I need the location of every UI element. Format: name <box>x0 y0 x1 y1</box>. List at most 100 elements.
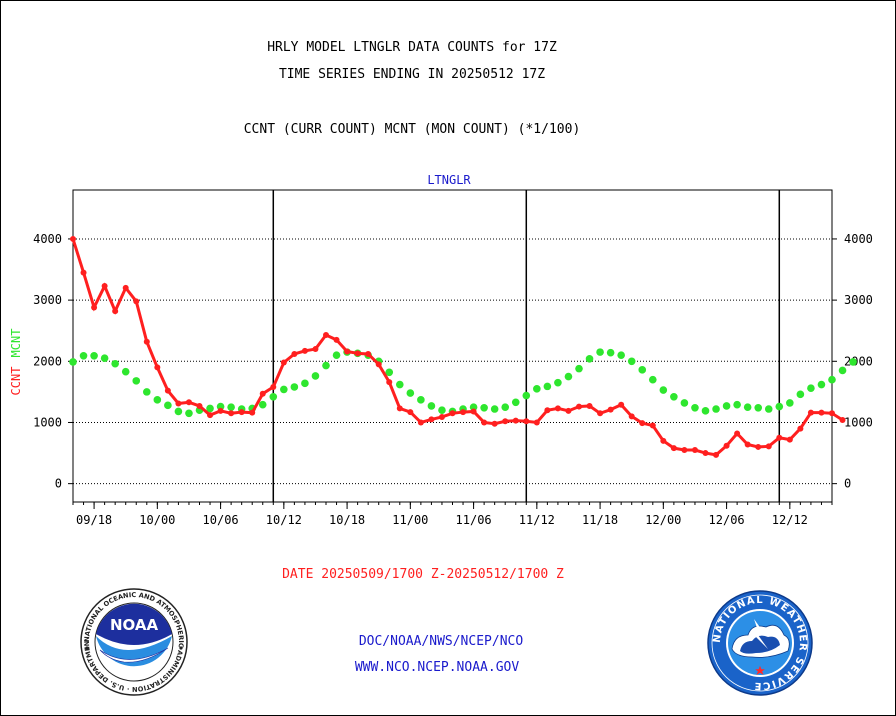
point-mcnt <box>132 377 141 385</box>
point-mcnt <box>617 351 625 359</box>
point-mcnt <box>659 386 668 394</box>
point-ccnt <box>565 407 572 414</box>
point-mcnt <box>838 366 847 375</box>
point-mcnt <box>280 385 288 394</box>
y-axis-label-mcnt: MCNT <box>9 329 23 358</box>
point-ccnt <box>249 409 256 416</box>
point-mcnt <box>807 384 815 393</box>
point-mcnt <box>69 358 77 366</box>
point-ccnt <box>554 405 561 412</box>
x-tick-labels: 09/18 10/00 10/06 10/12 10/18 11/00 11/06 11/12… <box>72 502 833 527</box>
point-mcnt <box>648 375 657 384</box>
point-mcnt <box>290 383 299 391</box>
point-ccnt <box>618 401 625 408</box>
point-ccnt <box>628 413 635 420</box>
series-mcnt <box>69 348 857 418</box>
point-ccnt <box>818 409 825 416</box>
chart-title-line2: TIME SERIES ENDING IN 20250512 17Z <box>279 67 545 82</box>
point-mcnt <box>543 382 552 391</box>
x-tick-label: 12/00 <box>645 513 681 527</box>
point-mcnt <box>216 402 225 411</box>
point-ccnt <box>122 284 129 291</box>
point-mcnt <box>849 358 857 366</box>
point-ccnt <box>91 304 98 311</box>
point-ccnt <box>354 350 361 357</box>
point-ccnt <box>312 346 319 353</box>
point-ccnt <box>291 350 298 357</box>
point-mcnt <box>142 388 151 396</box>
point-ccnt <box>491 420 498 427</box>
point-mcnt <box>680 399 689 407</box>
point-ccnt <box>112 308 119 315</box>
point-ccnt <box>217 407 224 414</box>
point-mcnt <box>585 355 594 363</box>
point-mcnt <box>691 403 699 412</box>
point-mcnt <box>722 402 731 410</box>
point-mcnt <box>227 403 235 411</box>
point-ccnt <box>607 406 614 413</box>
point-ccnt <box>649 422 656 429</box>
point-ccnt <box>797 425 804 432</box>
point-ccnt <box>460 409 467 416</box>
point-ccnt <box>428 416 435 423</box>
y-axis-label: CCNT MCNT <box>9 329 23 396</box>
point-mcnt <box>606 348 615 357</box>
point-mcnt <box>501 403 510 411</box>
point-ccnt <box>80 269 87 276</box>
point-ccnt <box>449 410 456 417</box>
point-ccnt <box>786 436 793 443</box>
point-ccnt <box>228 410 235 417</box>
point-ccnt <box>512 417 519 424</box>
point-ccnt <box>154 364 161 371</box>
point-mcnt <box>469 403 478 411</box>
y-tick-label-left: 4000 <box>33 232 62 246</box>
point-mcnt <box>743 403 752 411</box>
point-mcnt <box>638 366 647 374</box>
point-ccnt <box>639 420 646 427</box>
point-ccnt <box>417 419 424 426</box>
point-mcnt <box>164 401 172 410</box>
point-ccnt <box>396 405 403 412</box>
date-range-label: DATE 20250509/1700 Z-20250512/1700 Z <box>282 567 564 582</box>
noaa-logo: NATIONAL OCEANIC AND ATMOSPHERIC ADMINIS… <box>80 588 188 696</box>
point-mcnt <box>153 396 162 404</box>
point-mcnt <box>712 405 720 413</box>
point-ccnt <box>175 400 182 407</box>
chart-subtitle: CCNT (CURR COUNT) MCNT (MON COUNT) (*1/1… <box>244 122 581 137</box>
point-mcnt <box>754 403 763 412</box>
y-tick-label-right: 1000 <box>844 415 873 429</box>
point-mcnt <box>554 378 562 387</box>
x-tick-label: 10/18 <box>329 513 365 527</box>
point-mcnt <box>395 380 404 389</box>
point-ccnt <box>807 409 814 416</box>
point-mcnt <box>480 403 488 412</box>
url-link[interactable]: WWW.NCO.NCEP.NOAA.GOV <box>355 660 520 675</box>
point-mcnt <box>258 400 267 409</box>
y-tick-label-left: 2000 <box>33 354 62 368</box>
point-ccnt <box>101 283 108 290</box>
x-tick-label: 10/06 <box>203 513 239 527</box>
point-ccnt <box>407 409 414 416</box>
point-ccnt <box>660 437 667 444</box>
point-ccnt <box>470 408 477 415</box>
point-mcnt <box>301 379 309 388</box>
x-tick-label: 10/12 <box>266 513 302 527</box>
x-tick-label: 11/06 <box>456 513 492 527</box>
y-tick-label-right: 0 <box>844 477 851 491</box>
point-ccnt <box>481 419 488 426</box>
y-tick-label-right: 4000 <box>844 232 873 246</box>
y-axis-label-ccnt: CCNT <box>9 367 23 396</box>
point-mcnt <box>185 409 193 418</box>
x-tick-label: 12/06 <box>709 513 745 527</box>
point-ccnt <box>70 235 76 242</box>
point-mcnt <box>311 372 320 380</box>
point-ccnt <box>333 336 340 343</box>
series-layer <box>69 235 857 458</box>
point-mcnt <box>564 372 573 381</box>
point-mcnt <box>90 351 98 360</box>
point-ccnt <box>713 451 720 458</box>
point-ccnt <box>702 450 709 457</box>
x-tick-label: 10/00 <box>139 513 175 527</box>
point-ccnt <box>323 331 329 338</box>
point-mcnt <box>406 389 415 397</box>
